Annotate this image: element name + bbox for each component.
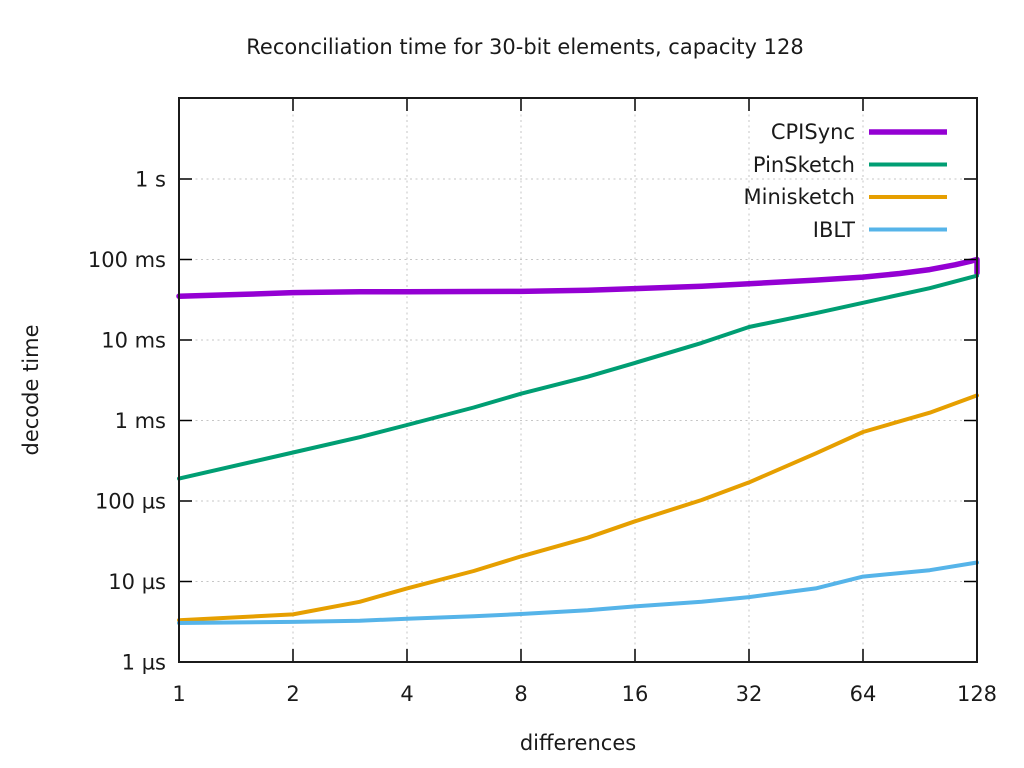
y-axis-title: decode time: [19, 324, 43, 455]
legend-label-minisketch: Minisketch: [744, 185, 855, 209]
chart-title: Reconciliation time for 30-bit elements,…: [246, 35, 803, 59]
legend-label-cpisync: CPISync: [771, 120, 855, 144]
x-tick-label: 4: [400, 682, 413, 706]
legend-item-minisketch: Minisketch: [744, 185, 947, 209]
x-tick-label: 1: [172, 682, 185, 706]
legend-item-pinsketch: PinSketch: [753, 153, 947, 177]
legend-item-cpisync: CPISync: [771, 120, 947, 144]
y-tick-label: 100 µs: [95, 490, 166, 514]
series-lines: [176, 256, 980, 625]
y-tick-label: 100 ms: [88, 248, 166, 272]
y-tick-labels: 1 s 100 ms 10 ms 1 ms 100 µs 10 µs 1 µs: [88, 168, 166, 675]
legend-label-pinsketch: PinSketch: [753, 153, 855, 177]
x-tick-label: 32: [736, 682, 763, 706]
y-tick-label: 1 µs: [122, 651, 166, 675]
legend: CPISync PinSketch Minisketch IBLT: [744, 120, 947, 242]
y-tick-label: 1 ms: [115, 409, 166, 433]
legend-label-iblt: IBLT: [813, 218, 855, 242]
y-tick-label: 10 ms: [101, 329, 166, 353]
legend-item-iblt: IBLT: [813, 218, 947, 242]
grid-lines: [179, 98, 977, 662]
x-tick-label: 128: [957, 682, 997, 706]
x-tick-label: 16: [622, 682, 649, 706]
x-axis-title: differences: [520, 731, 636, 755]
plot-border: [178, 97, 978, 663]
x-tick-label: 8: [514, 682, 527, 706]
series-line-cpisync: [176, 256, 980, 299]
x-tick-labels: 1 2 4 8 16 32 64 128: [172, 682, 997, 706]
x-tick-label: 2: [286, 682, 299, 706]
series-line-pinsketch: [177, 273, 979, 481]
x-tick-label: 64: [850, 682, 877, 706]
series-line-iblt: [177, 560, 979, 625]
y-tick-label: 10 µs: [108, 570, 166, 594]
series-line-minisketch: [177, 393, 979, 623]
y-tick-label: 1 s: [135, 168, 166, 192]
